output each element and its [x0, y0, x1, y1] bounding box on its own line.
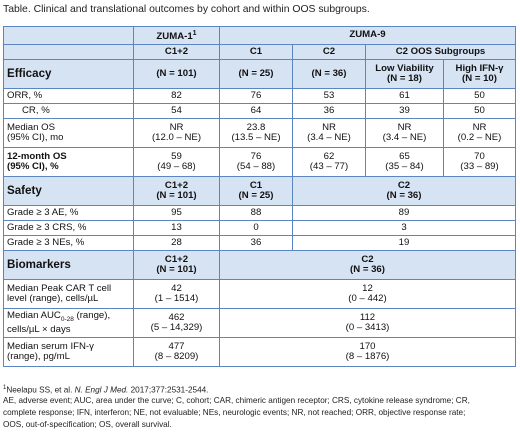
- efficacy-label: Efficacy: [3, 59, 134, 89]
- cell: 13: [133, 220, 220, 236]
- safety-c1: C1 (N = 25): [219, 176, 293, 206]
- safety-header-row: Safety C1+2 (N = 101) C1 (N = 25) C2 (N = 3…: [3, 176, 516, 206]
- cell: NR (3.4 – NE): [365, 118, 444, 148]
- row-label: 12-month OS (95% CI), %: [3, 147, 134, 177]
- cell: 19: [292, 235, 516, 251]
- efficacy-low-viability: Low Viability (N = 18): [365, 59, 444, 89]
- cell: 42 (1 – 1514): [133, 279, 220, 309]
- cell: 3: [292, 220, 516, 236]
- cell: 462 (5 – 14,329): [133, 308, 220, 338]
- table-row-grade3-ae: Grade ≥ 3 AE, % 95 88 89: [3, 205, 516, 221]
- cell: 95: [133, 205, 220, 221]
- header-zuma1: ZUMA-11: [133, 26, 220, 45]
- cell: 76 (54 – 88): [219, 147, 293, 177]
- cell: 64: [219, 103, 293, 119]
- cell: 53: [292, 88, 366, 104]
- table-row-ifn-gamma: Median serum IFN-γ (range), pg/mL 477 (8 –…: [3, 337, 516, 367]
- biomarkers-header-row: Biomarkers C1+2 (N = 101) C2 (N = 36): [3, 250, 516, 280]
- cell: 50: [443, 103, 516, 119]
- row-label: Median AUC0-28 (range), cells/µL × days: [3, 308, 134, 338]
- table-row-grade3-nes: Grade ≥ 3 NEs, % 28 36 19: [3, 235, 516, 251]
- table-caption: Table. Clinical and translational outcom…: [3, 4, 370, 15]
- header-c2-oos: C2 OOS Subgroups: [365, 44, 516, 60]
- header-row-cohorts: C1+2 C1 C2 C2 OOS Subgroups: [3, 44, 516, 60]
- cell: 59 (49 – 68): [133, 147, 220, 177]
- cell: 477 (8 – 8209): [133, 337, 220, 367]
- cell: 50: [443, 88, 516, 104]
- row-label: Median serum IFN-γ (range), pg/mL: [3, 337, 134, 367]
- cell: NR (12.0 – NE): [133, 118, 220, 148]
- footnote-reference: 1Neelapu SS, et al. N. Engl J Med. 2017;…: [3, 385, 209, 395]
- cell: 28: [133, 235, 220, 251]
- cell: 89: [292, 205, 516, 221]
- row-label: ORR, %: [3, 88, 134, 104]
- outcomes-table: ZUMA-11 ZUMA-9 C1+2 C1 C2 C2 OOS Subgrou…: [3, 26, 516, 367]
- footnote-abbrev-1: AE, adverse event; AUC, area under the c…: [3, 396, 470, 405]
- table-row-auc: Median AUC0-28 (range), cells/µL × days 4…: [3, 308, 516, 338]
- header-c1: C1: [219, 44, 293, 60]
- header-c12: C1+2: [133, 44, 220, 60]
- cell: 70 (33 – 89): [443, 147, 516, 177]
- table-row-12-month-os: 12-month OS (95% CI), % 59 (49 – 68) 76 (54…: [3, 147, 516, 177]
- cell: 62 (43 – 77): [292, 147, 366, 177]
- efficacy-high-ifn: High IFN-γ (N = 10): [443, 59, 516, 89]
- cell: 170 (8 – 1876): [219, 337, 516, 367]
- efficacy-n-c1: (N = 25): [219, 59, 293, 89]
- safety-c12: C1+2 (N = 101): [133, 176, 220, 206]
- cell: NR (3.4 – NE): [292, 118, 366, 148]
- footnote-abbrev-3: OOS, out-of-specification; OS, overall s…: [3, 420, 172, 429]
- safety-label: Safety: [3, 176, 134, 206]
- biomarkers-c2: C2 (N = 36): [219, 250, 516, 280]
- cell: 61: [365, 88, 444, 104]
- table-row-grade3-crs: Grade ≥ 3 CRS, % 13 0 3: [3, 220, 516, 236]
- footnote-abbrev-2: complete response; IFN, interferon; NE, …: [3, 408, 466, 417]
- table-row-peak-car-t: Median Peak CAR T cell level (range), cel…: [3, 279, 516, 309]
- row-label: CR, %: [3, 103, 134, 119]
- header-empty: [3, 26, 134, 45]
- cell: 39: [365, 103, 444, 119]
- cell: 12 (0 – 442): [219, 279, 516, 309]
- efficacy-n-c2: (N = 36): [292, 59, 366, 89]
- efficacy-n-c12: (N = 101): [133, 59, 220, 89]
- cell: 82: [133, 88, 220, 104]
- row-label: Grade ≥ 3 CRS, %: [3, 220, 134, 236]
- header-row-studies: ZUMA-11 ZUMA-9: [3, 26, 516, 45]
- safety-c2: C2 (N = 36): [292, 176, 516, 206]
- header-zuma9: ZUMA-9: [219, 26, 516, 45]
- row-label: Median Peak CAR T cell level (range), cel…: [3, 279, 134, 309]
- row-label: Grade ≥ 3 AE, %: [3, 205, 134, 221]
- table-row-orr: ORR, % 82 76 53 61 50: [3, 88, 516, 104]
- biomarkers-c12: C1+2 (N = 101): [133, 250, 220, 280]
- cell: 23.8 (13.5 – NE): [219, 118, 293, 148]
- cell: 88: [219, 205, 293, 221]
- table-row-median-os: Median OS (95% CI), mo NR (12.0 – NE) 23.8…: [3, 118, 516, 148]
- cell: 36: [219, 235, 293, 251]
- header-c2: C2: [292, 44, 366, 60]
- biomarkers-label: Biomarkers: [3, 250, 134, 280]
- cell: 0: [219, 220, 293, 236]
- header-empty: [3, 44, 134, 60]
- cell: 76: [219, 88, 293, 104]
- row-label: Grade ≥ 3 NEs, %: [3, 235, 134, 251]
- cell: 65 (35 – 84): [365, 147, 444, 177]
- cell: NR (0.2 – NE): [443, 118, 516, 148]
- efficacy-header-row: Efficacy (N = 101) (N = 25) (N = 36) Low…: [3, 59, 516, 89]
- table-row-cr: CR, % 54 64 36 39 50: [3, 103, 516, 119]
- cell: 36: [292, 103, 366, 119]
- cell: 112 (0 – 3413): [219, 308, 516, 338]
- cell: 54: [133, 103, 220, 119]
- row-label: Median OS (95% CI), mo: [3, 118, 134, 148]
